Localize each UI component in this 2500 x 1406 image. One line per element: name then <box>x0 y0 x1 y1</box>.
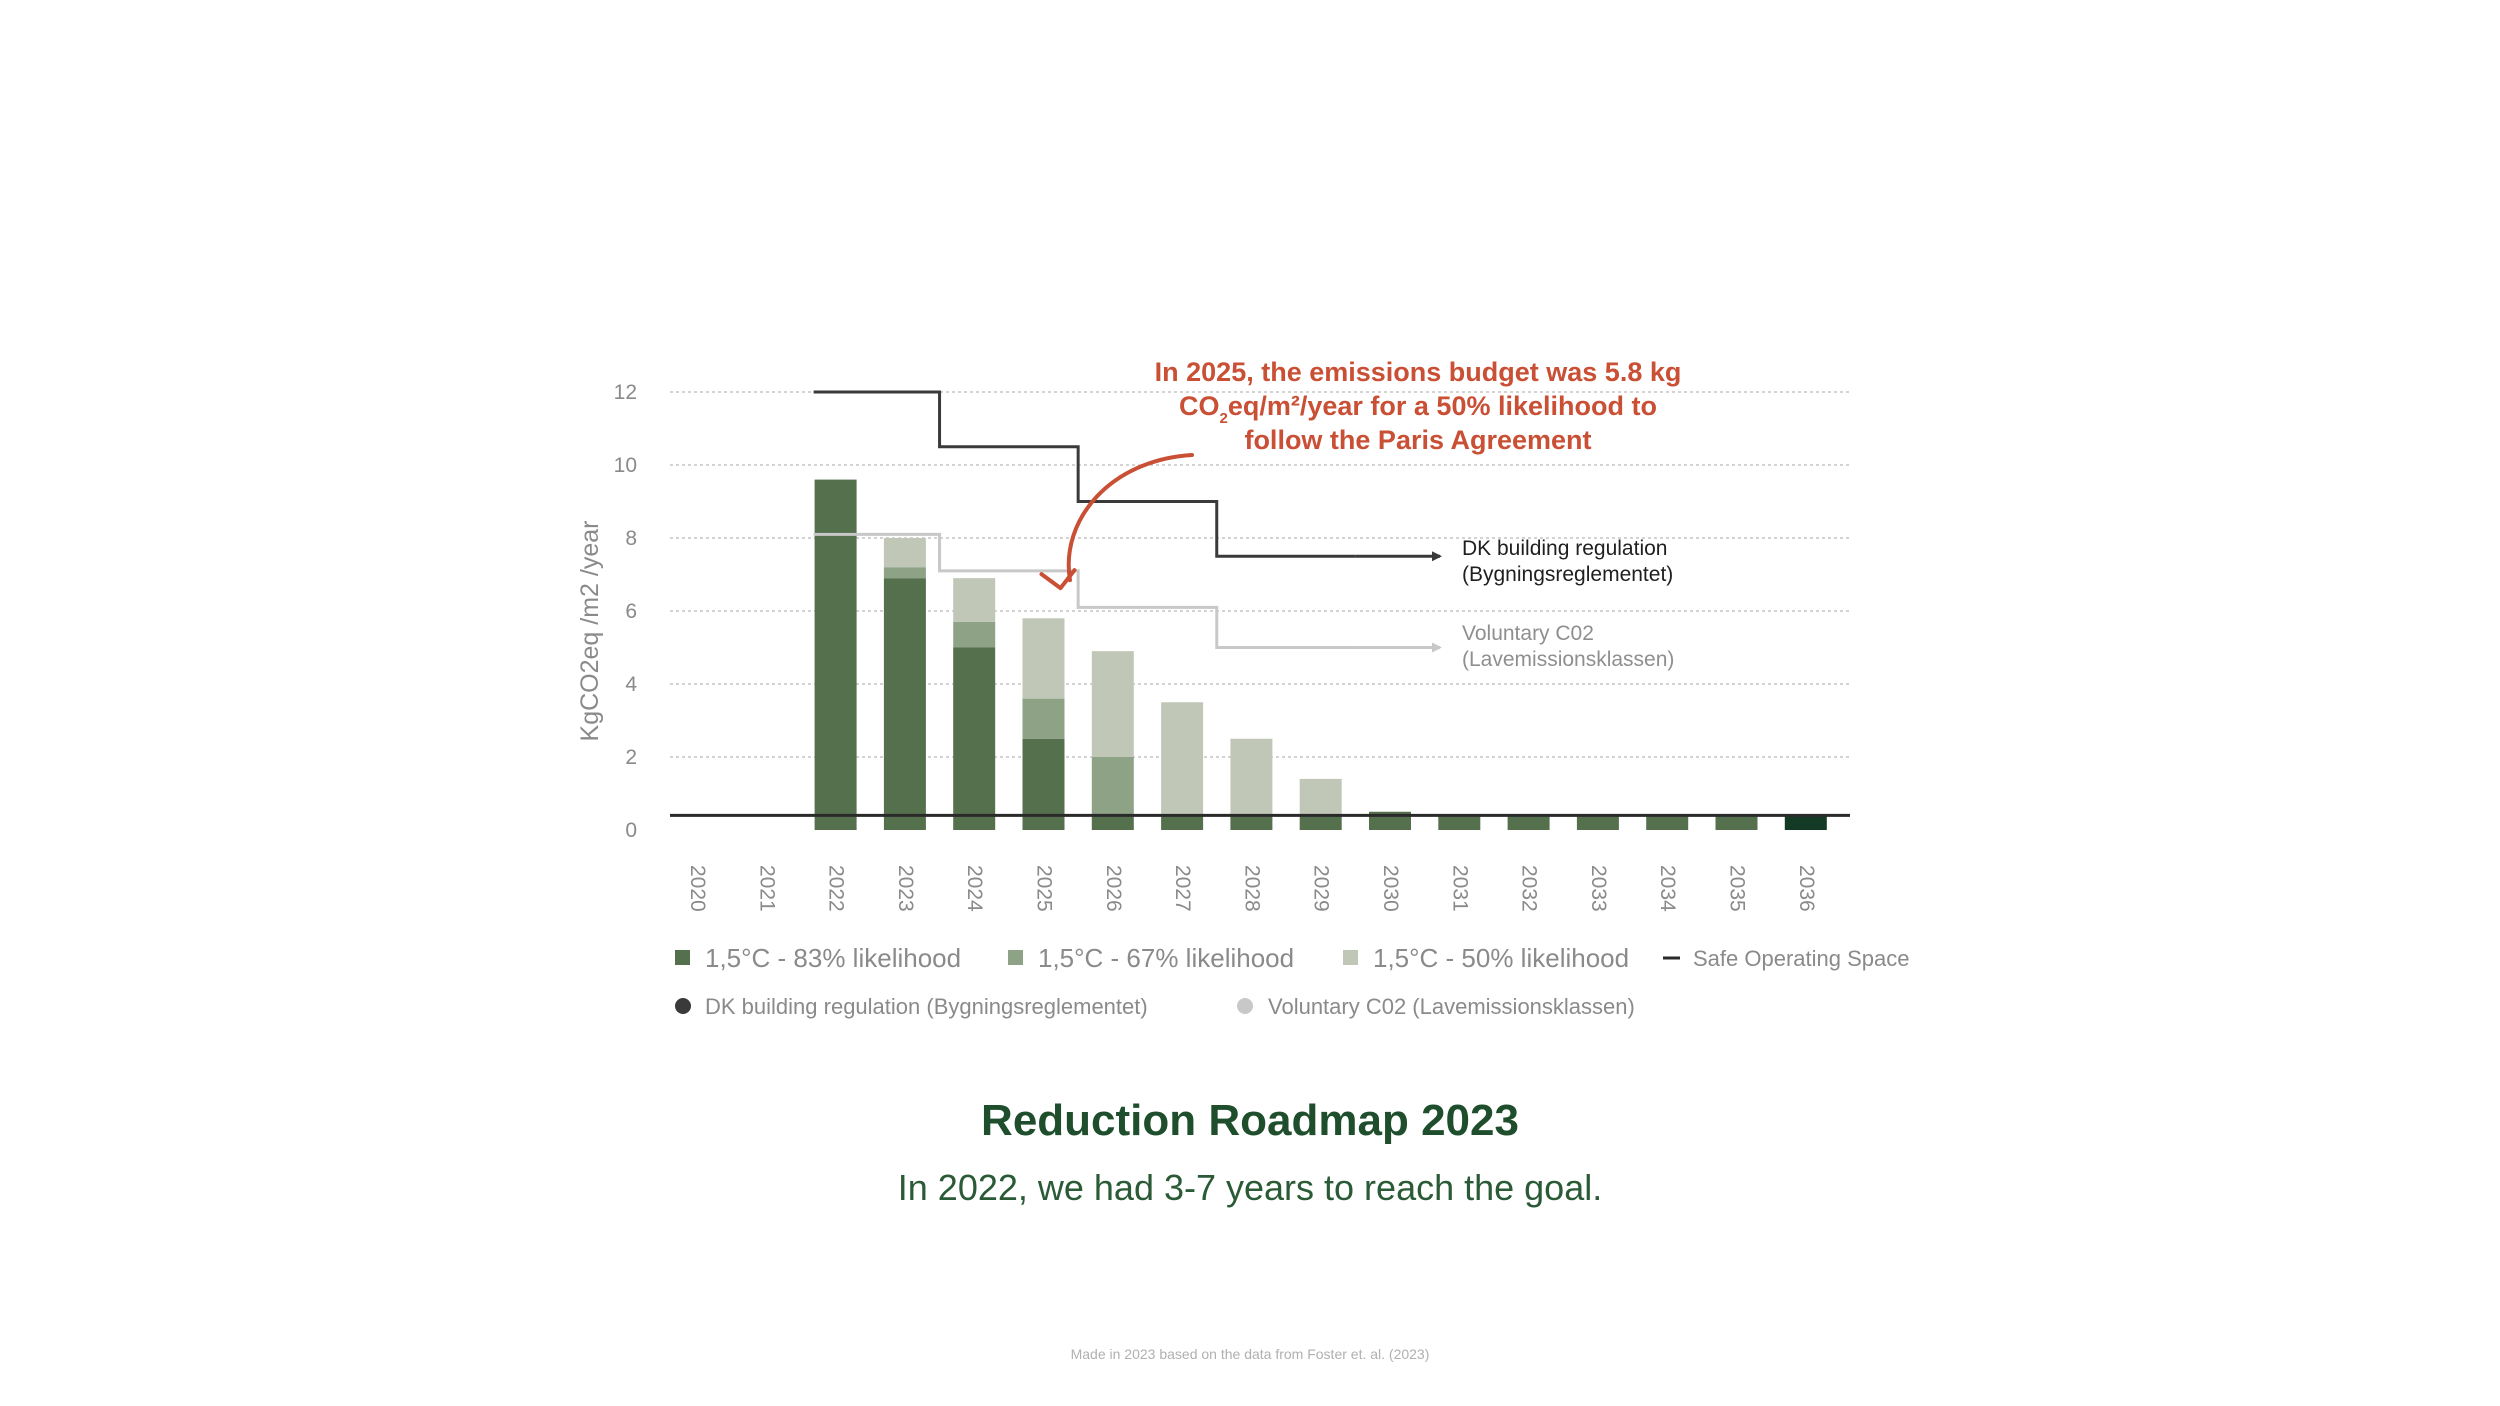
x-tick-label: 2026 <box>1102 865 1125 912</box>
y-tick-label: 12 <box>614 381 637 404</box>
voluntary-callout-line-2: (Lavemissionsklassen) <box>1462 648 1674 671</box>
legend-label-safe: Safe Operating Space <box>1693 946 1909 971</box>
x-tick-label: 2022 <box>825 865 848 912</box>
source-footnote: Made in 2023 based on the data from Fost… <box>1070 1346 1430 1362</box>
x-tick-label: 2036 <box>1795 865 1818 912</box>
voluntary-callout-line-1: Voluntary C02 <box>1462 622 1594 645</box>
x-tick-label: 2032 <box>1518 865 1541 912</box>
x-tick-label: 2028 <box>1240 865 1263 912</box>
y-tick-label: 8 <box>625 527 637 550</box>
bar-83 <box>1576 815 1619 830</box>
regulation-step-lines <box>813 390 1442 653</box>
y-tick-label: 2 <box>625 746 637 769</box>
dk-callout-line-2: (Bygningsreglementet) <box>1462 563 1673 586</box>
dk-callout-line-1: DK building regulation <box>1462 537 1667 560</box>
annotation: In 2025, the emissions budget was 5.8 kg… <box>1039 357 1682 591</box>
bar-83 <box>1507 815 1550 830</box>
page-subtitle: In 2022, we had 3-7 years to reach the g… <box>897 1167 1603 1208</box>
bar-83 <box>883 578 926 830</box>
bar-83 <box>814 479 857 830</box>
legend-swatch-voluntary <box>1237 998 1253 1014</box>
y-tick-label: 6 <box>625 600 637 623</box>
bar-83 <box>1230 815 1273 830</box>
x-tick-label: 2030 <box>1379 865 1402 912</box>
bar-67 <box>883 567 926 579</box>
y-tick-label: 0 <box>625 819 637 842</box>
x-tick-label: 2021 <box>755 865 778 912</box>
annotation-arrowhead <box>1039 568 1077 591</box>
x-tick-label: 2033 <box>1587 865 1610 912</box>
bar-50 <box>1022 618 1065 699</box>
legend-swatch-83 <box>675 950 690 965</box>
x-tick-label: 2031 <box>1448 865 1471 912</box>
x-tick-label: 2029 <box>1310 865 1333 912</box>
annotation-arrow <box>1066 453 1194 583</box>
annotation-line-2: CO2eq/m²/year for a 50% likelihood to <box>1179 391 1657 427</box>
x-tick-label: 2034 <box>1656 865 1679 912</box>
legend: 1,5°C - 83% likelihood 1,5°C - 67% likel… <box>675 943 1909 1019</box>
legend-swatch-67 <box>1008 950 1023 965</box>
y-axis-ticks: 0 2 4 6 8 10 12 <box>614 381 638 842</box>
y-axis-title: KgCO2eq /m2 /year <box>576 521 604 742</box>
bar-83 <box>953 647 996 830</box>
bar-50 <box>883 538 926 568</box>
bar-50 <box>1299 778 1342 816</box>
legend-label-83: 1,5°C - 83% likelihood <box>705 943 961 973</box>
y-tick-label: 4 <box>625 673 637 696</box>
x-tick-label: 2027 <box>1171 865 1194 912</box>
annotation-line-3: follow the Paris Agreement <box>1244 425 1591 455</box>
annotation-line-1: In 2025, the emissions budget was 5.8 kg <box>1155 357 1682 387</box>
x-tick-label: 2024 <box>963 865 986 912</box>
bar-67 <box>953 621 996 648</box>
legend-label-50: 1,5°C - 50% likelihood <box>1373 943 1629 973</box>
x-tick-label: 2035 <box>1726 865 1749 912</box>
bar-83 <box>1715 815 1758 830</box>
legend-label-dk: DK building regulation (Bygningsreglemen… <box>705 994 1148 1019</box>
bar-83 <box>1091 815 1134 830</box>
x-tick-label: 2025 <box>1033 865 1056 912</box>
y-tick-label: 10 <box>614 454 637 477</box>
bar-50 <box>1091 651 1134 757</box>
x-axis-ticks: 2020 2021 2022 2023 2024 2025 2026 2027 2028 2029… <box>686 865 1818 912</box>
legend-swatch-50 <box>1343 950 1358 965</box>
legend-label-voluntary: Voluntary C02 (Lavemissionsklassen) <box>1268 994 1635 1019</box>
bar-67 <box>1022 698 1065 739</box>
bar-50 <box>1161 702 1204 816</box>
bar-83 <box>1646 815 1689 830</box>
bar-83 <box>1784 815 1827 830</box>
page-title: Reduction Roadmap 2023 <box>981 1096 1519 1145</box>
x-tick-label: 2020 <box>686 865 709 912</box>
bar-50 <box>953 578 996 622</box>
dk-step-line <box>813 390 1356 558</box>
bar-83 <box>1161 815 1204 830</box>
bars <box>814 479 1827 830</box>
x-tick-label: 2023 <box>894 865 917 912</box>
legend-label-67: 1,5°C - 67% likelihood <box>1038 943 1294 973</box>
voluntary-step-line <box>813 532 1356 649</box>
bar-50 <box>1230 738 1273 816</box>
bar-67 <box>1091 757 1134 816</box>
bar-83 <box>1299 815 1342 830</box>
legend-swatch-dk <box>675 998 691 1014</box>
bar-83 <box>1438 815 1481 830</box>
